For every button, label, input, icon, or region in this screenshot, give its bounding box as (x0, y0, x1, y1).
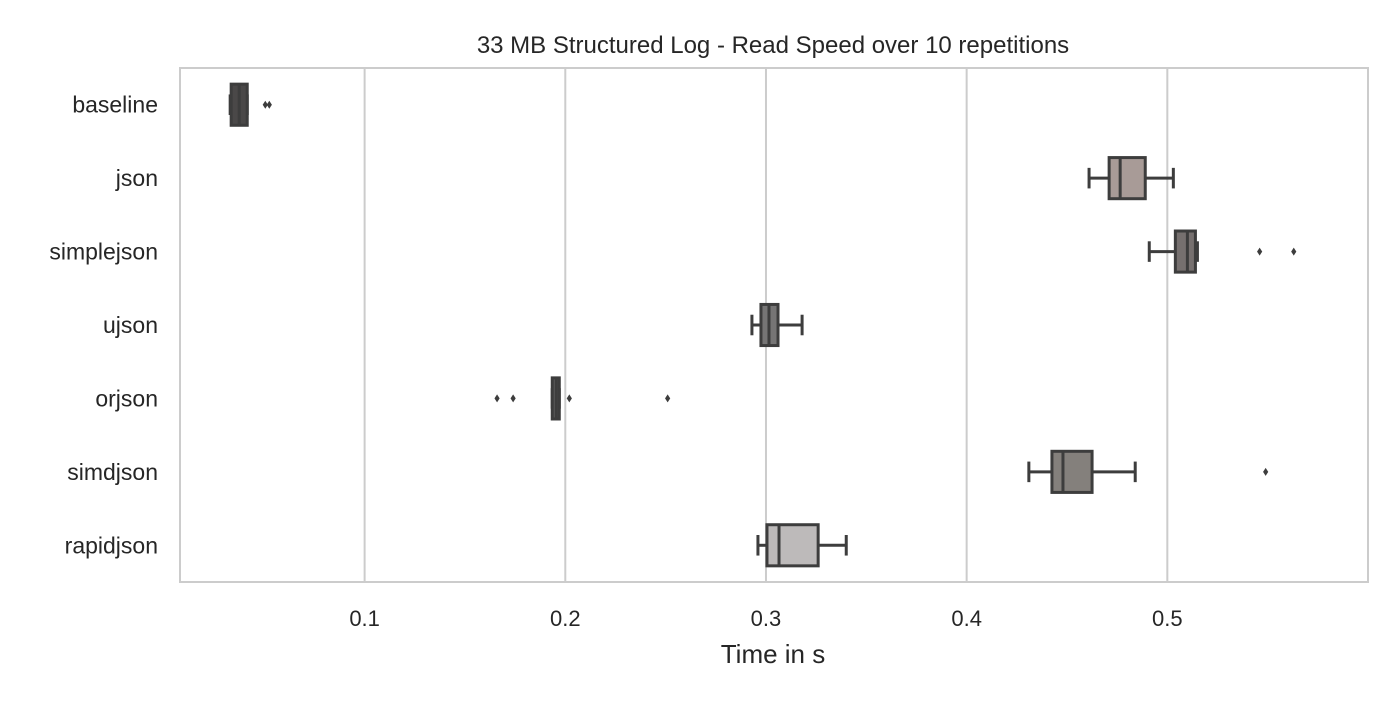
x-axis-label: Time in s (721, 639, 826, 669)
box-rapidjson (756, 523, 848, 568)
x-tick-label: 0.3 (751, 606, 782, 631)
x-tick-labels: 0.1 0.2 0.3 0.4 0.5 (349, 606, 1182, 631)
flier-point (262, 100, 268, 109)
plot-frame (179, 67, 1369, 583)
y-tick-label: simdjson (67, 459, 158, 485)
box-simdjson (1027, 449, 1269, 494)
iqr-box (765, 523, 820, 568)
y-tick-label: orjson (95, 385, 158, 411)
box-layer (228, 82, 1297, 568)
flier-point (566, 394, 572, 403)
box-orjson (494, 376, 671, 421)
iqr-box (1173, 229, 1197, 274)
y-tick-label: ujson (103, 312, 158, 338)
flier-point (494, 394, 500, 403)
x-tick-label: 0.5 (1152, 606, 1183, 631)
box-simplejson (1147, 229, 1297, 274)
flier-point (266, 100, 272, 109)
iqr-box (1107, 156, 1147, 201)
y-tick-labels: baseline json simplejson ujson orjson simdjso… (49, 92, 158, 559)
flier-point (1263, 467, 1269, 476)
box-ujson (750, 302, 804, 348)
x-tick-label: 0.2 (550, 606, 581, 631)
box-json (1087, 156, 1175, 201)
y-tick-label: json (115, 165, 158, 191)
y-tick-label: simplejson (49, 239, 158, 265)
chart-title: 33 MB Structured Log - Read Speed over 1… (477, 32, 1069, 59)
y-tick-label: rapidjson (65, 532, 158, 558)
flier-point (1257, 247, 1263, 256)
flier-point (510, 394, 516, 403)
flier-point (1291, 247, 1297, 256)
x-tick-label: 0.4 (951, 606, 982, 631)
box-baseline (228, 82, 272, 127)
y-tick-label: baseline (72, 92, 158, 118)
x-tick-label: 0.1 (349, 606, 380, 631)
flier-point (665, 394, 671, 403)
iqr-box (1050, 449, 1094, 494)
